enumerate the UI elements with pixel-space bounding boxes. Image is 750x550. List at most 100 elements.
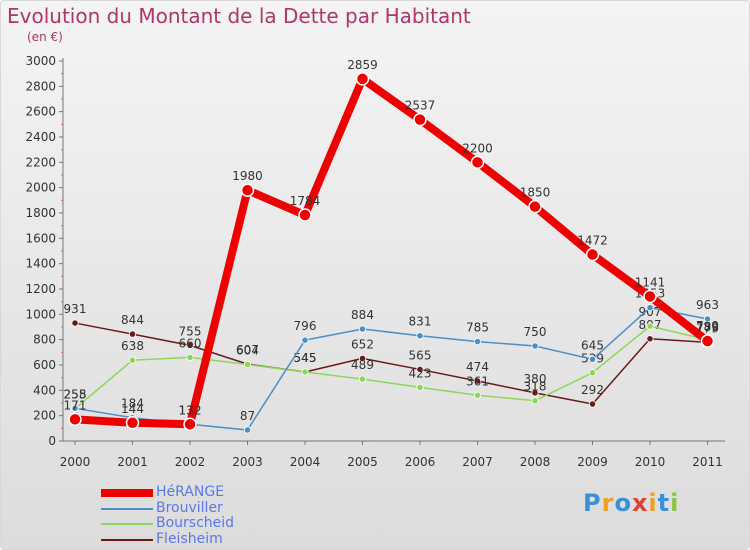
- series-line-0: [71, 74, 712, 429]
- series-line-2: [74, 325, 709, 410]
- data-label: 660: [179, 336, 202, 350]
- data-label: 884: [351, 308, 374, 322]
- data-point: [358, 325, 367, 333]
- data-point: [531, 342, 539, 350]
- data-label: 474: [466, 360, 489, 374]
- data-label: 607: [236, 343, 259, 357]
- legend-item: HéRANGE: [101, 484, 351, 501]
- logo-letter: x: [631, 489, 649, 517]
- data-point: [646, 322, 654, 330]
- logo-letter: P: [583, 489, 602, 517]
- legend-label: HéRANGE: [156, 484, 225, 500]
- legend-swatch: [101, 538, 153, 541]
- legend-item: Fleisheim: [101, 530, 351, 548]
- data-label: 796: [294, 319, 317, 333]
- data-label: 645: [581, 338, 604, 352]
- data-label: 1472: [577, 234, 608, 248]
- data-label: 255: [64, 388, 87, 402]
- data-label: 831: [409, 315, 432, 329]
- legend-item: Bourscheid: [101, 515, 351, 532]
- data-point: [128, 330, 137, 338]
- y-tick-label: 600: [33, 358, 56, 372]
- series-line-3: [74, 322, 709, 405]
- data-label: 171: [64, 398, 87, 412]
- data-label: 652: [351, 337, 374, 351]
- data-point: [68, 412, 82, 427]
- chart-subtitle: (en €): [27, 30, 63, 44]
- y-tick-label: 1400: [25, 257, 56, 271]
- data-label: 380: [524, 372, 547, 386]
- y-tick-label: 1600: [25, 231, 56, 245]
- y-tick-label: 200: [33, 409, 56, 423]
- data-label: 604: [236, 343, 259, 357]
- data-label: 755: [179, 324, 202, 338]
- data-point: [240, 183, 255, 197]
- x-tick-label: 2009: [577, 455, 608, 469]
- data-point: [301, 368, 309, 376]
- data-point: [355, 72, 370, 86]
- y-tick-label: 3000: [25, 54, 56, 68]
- series-line-1: [74, 306, 709, 431]
- data-label: 184: [121, 397, 144, 411]
- data-point: [588, 369, 597, 377]
- data-label: 2200: [462, 141, 493, 155]
- data-label: 144: [121, 402, 144, 416]
- x-tick-label: 2006: [405, 455, 436, 469]
- data-point: [416, 383, 424, 392]
- data-point: [643, 289, 657, 304]
- data-point: [700, 334, 715, 348]
- legend-label: Fleisheim: [156, 530, 223, 547]
- data-point: [703, 315, 712, 323]
- x-tick-label: 2004: [290, 455, 321, 469]
- data-label: 1850: [520, 186, 551, 200]
- data-label: 1980: [232, 169, 263, 183]
- data-point: [416, 332, 424, 340]
- y-tick-label: 1200: [25, 282, 56, 296]
- data-point: [588, 400, 597, 408]
- x-tick-label: 2010: [635, 455, 666, 469]
- legend: HéRANGE Brouviller Bourscheid Fleisheim: [101, 484, 351, 548]
- legend-label: Brouviller: [156, 499, 223, 516]
- data-label: 423: [409, 366, 432, 380]
- data-point: [71, 404, 79, 412]
- data-point: [413, 112, 427, 127]
- data-point: [358, 375, 367, 383]
- x-tick-label: 2002: [175, 455, 206, 469]
- y-tick-label: 800: [33, 333, 56, 347]
- data-label: 318: [524, 380, 547, 394]
- data-point: [528, 199, 542, 214]
- data-point: [125, 416, 140, 430]
- data-point: [298, 208, 312, 222]
- data-label: 132: [179, 403, 202, 417]
- data-label: 565: [409, 348, 432, 362]
- logo-letter: r: [601, 489, 615, 517]
- data-point: [473, 391, 482, 399]
- logo-letter: t: [657, 489, 671, 517]
- data-label: 1784: [290, 194, 321, 208]
- y-tick-label: 1800: [25, 206, 56, 220]
- x-tick-label: 2005: [347, 455, 378, 469]
- data-label: 2537: [405, 99, 436, 113]
- legend-swatch: [101, 489, 153, 497]
- data-point: [646, 304, 654, 312]
- data-point: [71, 319, 79, 327]
- x-tick-label: 2007: [462, 455, 493, 469]
- data-point: [358, 354, 367, 363]
- data-point: [243, 426, 252, 434]
- logo-letter: i: [648, 489, 658, 517]
- data-label: 361: [466, 374, 489, 388]
- data-point: [588, 355, 597, 363]
- y-tick-label: 1000: [25, 307, 56, 321]
- y-tick-label: 2600: [25, 105, 56, 119]
- data-point: [301, 336, 309, 344]
- y-tick-label: 400: [33, 383, 56, 397]
- data-label: 931: [64, 302, 87, 316]
- data-point: [646, 335, 654, 343]
- data-point: [470, 155, 485, 170]
- data-label: 638: [121, 339, 144, 353]
- data-point: [243, 360, 252, 369]
- data-label: 785: [466, 321, 489, 335]
- data-label: 292: [581, 383, 604, 397]
